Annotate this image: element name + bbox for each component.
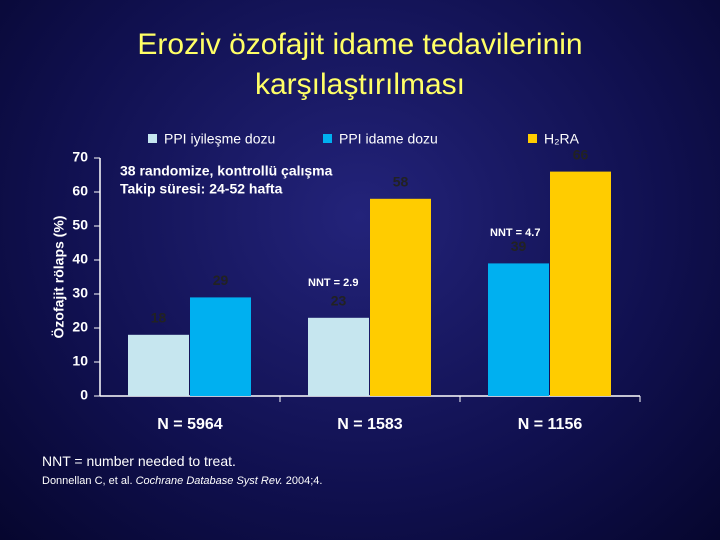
- legend-swatch: [528, 134, 537, 143]
- annotation: NNT = 4.7: [490, 227, 540, 239]
- bar: [550, 171, 611, 396]
- legend-label: PPI iyileşme dozu: [164, 131, 275, 147]
- value-label: 39: [511, 238, 527, 254]
- value-label: 58: [393, 174, 409, 190]
- annotation: Takip süresi: 24-52 hafta: [120, 181, 283, 197]
- y-tick-label: 40: [72, 251, 88, 267]
- y-axis-label: Özofajit rölaps (%): [51, 216, 67, 339]
- value-label: 29: [213, 272, 229, 288]
- bar: [308, 317, 369, 396]
- legend-swatch: [148, 134, 157, 143]
- source: Donnellan C, et al. Cochrane Database Sy…: [42, 475, 322, 487]
- y-tick-label: 20: [72, 319, 88, 335]
- y-tick-label: 0: [80, 387, 88, 403]
- x-tick-label: N = 5964: [157, 416, 222, 433]
- footnote: NNT = number needed to treat.: [42, 453, 236, 469]
- value-label: 18: [151, 310, 167, 326]
- value-label: 66: [573, 146, 589, 162]
- x-tick-label: N = 1583: [337, 416, 402, 433]
- bar: [128, 334, 189, 396]
- y-tick-label: 60: [72, 183, 88, 199]
- annotation: 38 randomize, kontrollü çalışma: [120, 163, 333, 179]
- y-tick-label: 10: [72, 353, 88, 369]
- bar: [190, 297, 251, 396]
- x-tick-label: N = 1156: [518, 416, 583, 433]
- bar: [370, 198, 431, 396]
- title-line: Eroziv özofajit idame tedavilerinin: [137, 28, 582, 61]
- y-tick-label: 30: [72, 285, 88, 301]
- legend-swatch: [323, 134, 332, 143]
- source-part: Cochrane Database Syst Rev.: [135, 475, 283, 487]
- annotation: NNT = 2.9: [308, 277, 358, 289]
- y-tick-label: 70: [72, 149, 88, 165]
- legend-label: PPI idame dozu: [339, 131, 438, 147]
- source-part: 2004;4.: [285, 475, 323, 487]
- source-part: Donnellan C, et al.: [42, 475, 133, 487]
- y-tick-label: 50: [72, 217, 88, 233]
- legend-label: H₂RA: [544, 131, 580, 147]
- bar: [488, 263, 549, 396]
- title-line: karşılaştırılması: [255, 68, 465, 101]
- value-label: 23: [331, 293, 347, 309]
